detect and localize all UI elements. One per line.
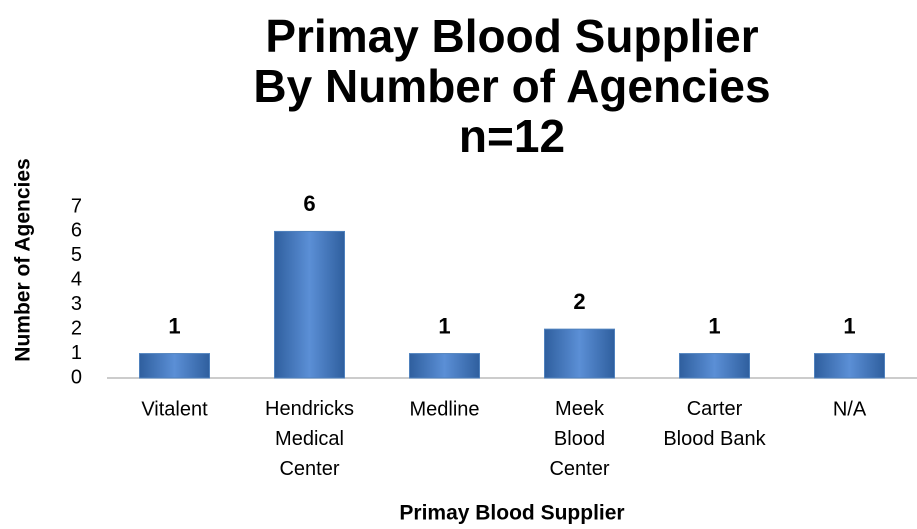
- bar: [679, 353, 750, 379]
- value-label: 6: [303, 191, 315, 216]
- bar: [409, 353, 480, 379]
- chart-title: By Number of Agencies: [253, 60, 770, 112]
- x-tick-label: Carter Blood Bank: [663, 398, 766, 450]
- chart-title: n=12: [459, 110, 565, 162]
- value-label: 1: [438, 313, 450, 338]
- y-tick-label: 0: [71, 366, 82, 388]
- bar: [814, 353, 885, 379]
- x-tick-label: Medline: [409, 398, 479, 420]
- value-label: 1: [843, 313, 855, 338]
- y-tick-label: 3: [71, 293, 82, 315]
- y-axis-title: Number of Agencies: [12, 158, 35, 361]
- x-tick-label: Vitalent: [141, 398, 208, 420]
- y-tick-label: 1: [71, 342, 82, 364]
- bar: [139, 353, 210, 379]
- bar: [274, 230, 345, 379]
- y-tick-label: 5: [71, 244, 82, 266]
- chart-title: Primay Blood Supplier: [265, 10, 758, 62]
- value-label: 2: [573, 289, 585, 314]
- y-tick-label: 4: [71, 269, 82, 291]
- y-tick-label: 2: [71, 317, 82, 339]
- x-tick-label: N/A: [833, 398, 867, 420]
- x-axis-title: Primay Blood Supplier: [399, 502, 624, 525]
- value-label: 1: [708, 313, 720, 338]
- x-tick-label: Hendricks Medical Center: [265, 398, 354, 480]
- y-tick-label: 7: [71, 195, 82, 217]
- value-label: 1: [168, 313, 180, 338]
- bar: [544, 328, 615, 379]
- x-tick-label: Meek Blood Center: [549, 398, 609, 480]
- y-tick-label: 6: [71, 220, 82, 242]
